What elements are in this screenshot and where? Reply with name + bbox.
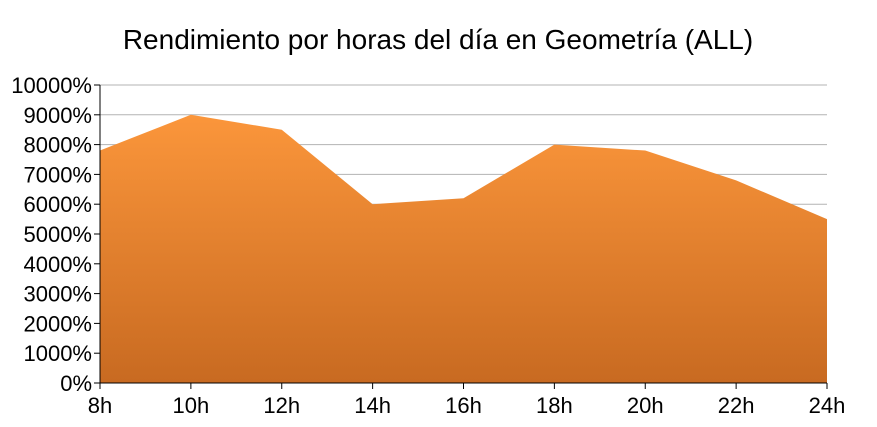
chart-title: Rendimiento por horas del día en Geometr… <box>123 24 753 55</box>
axes <box>94 84 828 389</box>
y-tick-label: 8000% <box>23 133 92 158</box>
y-tick-label: 5000% <box>23 222 92 247</box>
x-tick-label: 10h <box>173 393 210 418</box>
area-series <box>100 114 827 384</box>
x-tick-label: 12h <box>263 393 300 418</box>
x-tick-label: 14h <box>354 393 391 418</box>
area-fill <box>100 114 827 384</box>
y-tick-label: 4000% <box>23 252 92 277</box>
x-axis-ticks: 8h 10h 12h 14h 16h 18h 20h 22h 24h <box>88 393 846 418</box>
x-tick-label: 18h <box>536 393 573 418</box>
y-tick-label: 10000% <box>11 73 92 98</box>
y-tick-label: 3000% <box>23 282 92 307</box>
x-tick-label: 8h <box>88 393 112 418</box>
x-tick-label: 20h <box>627 393 664 418</box>
x-tick-label: 22h <box>718 393 755 418</box>
y-tick-label: 2000% <box>23 311 92 336</box>
x-tick-label: 24h <box>809 393 846 418</box>
x-tick-label: 16h <box>445 393 482 418</box>
y-tick-label: 7000% <box>23 162 92 187</box>
y-tick-label: 9000% <box>23 103 92 128</box>
y-tick-label: 6000% <box>23 192 92 217</box>
y-axis-ticks: 0% 1000% 2000% 3000% 4000% 5000% 6000% 7000% 800… <box>11 73 92 396</box>
y-tick-label: 1000% <box>23 341 92 366</box>
y-tick-label: 0% <box>60 371 92 396</box>
